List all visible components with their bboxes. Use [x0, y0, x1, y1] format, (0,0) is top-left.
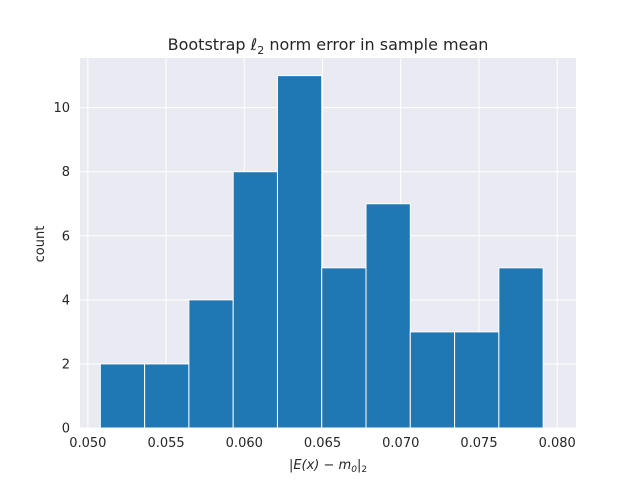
- histogram-bar-9: [498, 267, 544, 429]
- x-axis-label-sub2: 2: [361, 465, 367, 475]
- histogram-bar-5: [321, 267, 367, 429]
- histogram-bar-0: [99, 363, 146, 429]
- histogram-bar-4: [276, 75, 323, 429]
- x-tick-label-5: 0.075: [460, 436, 497, 451]
- y-tick-label-2: 4: [62, 293, 70, 308]
- y-tick-label-0: 0: [62, 422, 70, 437]
- x-tick-label-3: 0.065: [304, 436, 341, 451]
- x-tick-label-4: 0.070: [382, 436, 419, 451]
- histogram-bar-6: [365, 203, 411, 429]
- x-axis-label-bar: |: [357, 458, 361, 473]
- y-axis-label: count: [33, 226, 48, 263]
- y-tick-label-3: 6: [62, 229, 70, 244]
- x-axis-ticks: 0.050 0.055 0.060 0.065 0.070 0.075 0.080: [69, 436, 576, 451]
- x-axis-label-main: |E(x) − m: [289, 458, 351, 473]
- chart-title-subscript: 2: [257, 44, 264, 57]
- histogram-bar-1: [144, 363, 190, 429]
- chart-title-suffix: norm error in sample mean: [264, 35, 488, 54]
- y-tick-label-1: 2: [62, 357, 70, 372]
- histogram-bars: [99, 75, 544, 429]
- histogram-bar-2: [188, 299, 234, 429]
- x-axis-label-sub0: 0: [351, 465, 357, 475]
- y-axis-ticks: 0 2 4 6 8 10: [53, 101, 70, 436]
- chart-title-ell: ℓ: [250, 35, 258, 54]
- x-tick-label-2: 0.060: [226, 436, 263, 451]
- y-tick-label-4: 8: [62, 165, 70, 180]
- x-tick-label-1: 0.055: [147, 436, 184, 451]
- chart-title-prefix: Bootstrap: [168, 35, 251, 54]
- histogram-bar-3: [232, 171, 278, 429]
- histogram-bar-8: [454, 331, 500, 429]
- x-tick-label-6: 0.080: [539, 436, 576, 451]
- x-axis-label: |E(x) − m0|2: [289, 458, 367, 475]
- chart-title: Bootstrap ℓ2 norm error in sample mean: [168, 35, 489, 57]
- histogram-bar-7: [409, 331, 456, 429]
- y-tick-label-5: 10: [53, 101, 70, 116]
- x-tick-label-0: 0.050: [69, 436, 106, 451]
